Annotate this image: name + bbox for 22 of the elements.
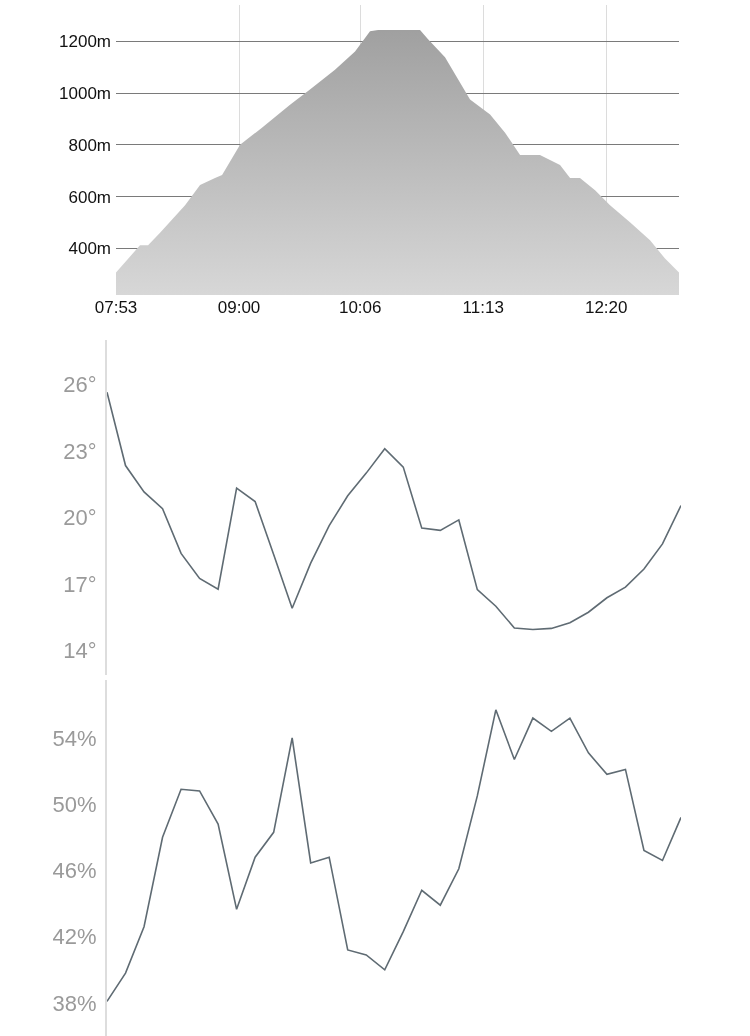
- line-series: [107, 709, 681, 1003]
- x-tick-label: 10:06: [338, 298, 382, 317]
- y-tick-label: 38%: [52, 990, 97, 1016]
- y-tick-label: 400m: [68, 239, 111, 259]
- y-tick-label: 20°: [63, 505, 97, 531]
- y-tick-label: 1200m: [59, 32, 111, 52]
- y-tick-label: 1000m: [59, 83, 111, 103]
- x-tick-label: 12:20: [584, 298, 628, 317]
- y-tick-label: 800m: [68, 135, 111, 155]
- y-tick-label: 23°: [63, 438, 97, 464]
- y-tick-label: 54%: [52, 725, 97, 751]
- x-tick-label: 11:13: [462, 298, 504, 317]
- line-series: [107, 391, 681, 631]
- y-tick-label: 26°: [63, 372, 97, 398]
- x-tick-label: 07:53: [94, 298, 138, 317]
- y-tick-label: 42%: [52, 924, 97, 950]
- y-tick-label: 50%: [52, 791, 97, 817]
- y-tick-label: 600m: [68, 187, 111, 207]
- x-tick-label: 09:00: [217, 298, 261, 317]
- y-tick-label: 17°: [63, 571, 97, 597]
- y-tick-label: 46%: [52, 858, 97, 884]
- y-tick-label: 14°: [63, 638, 97, 664]
